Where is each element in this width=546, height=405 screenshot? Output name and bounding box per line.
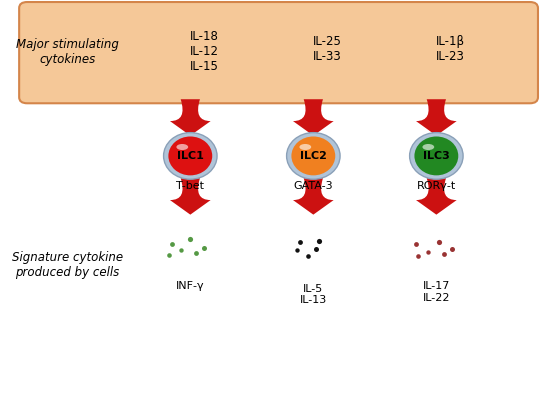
Ellipse shape — [292, 136, 335, 175]
Point — [412, 241, 420, 247]
Text: IL-17
IL-22: IL-17 IL-22 — [423, 281, 450, 303]
Text: RORγ-t: RORγ-t — [417, 181, 456, 191]
Ellipse shape — [164, 133, 217, 179]
Point — [304, 253, 312, 259]
PathPatch shape — [416, 99, 456, 136]
Text: ILC3: ILC3 — [423, 151, 450, 161]
Point — [293, 247, 301, 254]
Text: INF-γ: INF-γ — [176, 281, 205, 292]
Point — [167, 241, 176, 247]
Text: GATA-3: GATA-3 — [294, 181, 333, 191]
Ellipse shape — [414, 136, 458, 175]
Point — [186, 236, 195, 242]
Point — [413, 253, 422, 259]
Point — [312, 246, 321, 252]
Text: IL-25
IL-33: IL-25 IL-33 — [313, 34, 342, 63]
Point — [164, 252, 173, 258]
Point — [424, 249, 432, 255]
Point — [191, 250, 200, 256]
PathPatch shape — [293, 99, 334, 136]
Text: ILC2: ILC2 — [300, 151, 327, 161]
Text: IL-5
IL-13: IL-5 IL-13 — [300, 284, 327, 305]
Ellipse shape — [410, 133, 463, 179]
Ellipse shape — [287, 133, 340, 179]
Text: IL-1β
IL-23: IL-1β IL-23 — [436, 34, 466, 63]
Point — [295, 239, 304, 245]
PathPatch shape — [293, 178, 334, 215]
Text: ILC1: ILC1 — [177, 151, 204, 161]
Point — [435, 239, 443, 245]
Text: Major stimulating
cytokines: Major stimulating cytokines — [16, 38, 118, 66]
Point — [448, 246, 457, 252]
Text: T-bet: T-bet — [176, 181, 204, 191]
Text: Signature cytokine
produced by cells: Signature cytokine produced by cells — [11, 251, 123, 279]
FancyBboxPatch shape — [19, 2, 538, 103]
Ellipse shape — [168, 136, 212, 175]
PathPatch shape — [170, 99, 211, 136]
PathPatch shape — [416, 178, 456, 215]
Point — [176, 247, 185, 254]
Ellipse shape — [299, 144, 311, 150]
Point — [199, 245, 208, 251]
Ellipse shape — [176, 144, 188, 150]
PathPatch shape — [170, 178, 211, 215]
Ellipse shape — [423, 144, 434, 150]
Text: IL-18
IL-12
IL-15: IL-18 IL-12 IL-15 — [191, 30, 219, 73]
Point — [314, 238, 323, 244]
Point — [440, 251, 449, 258]
